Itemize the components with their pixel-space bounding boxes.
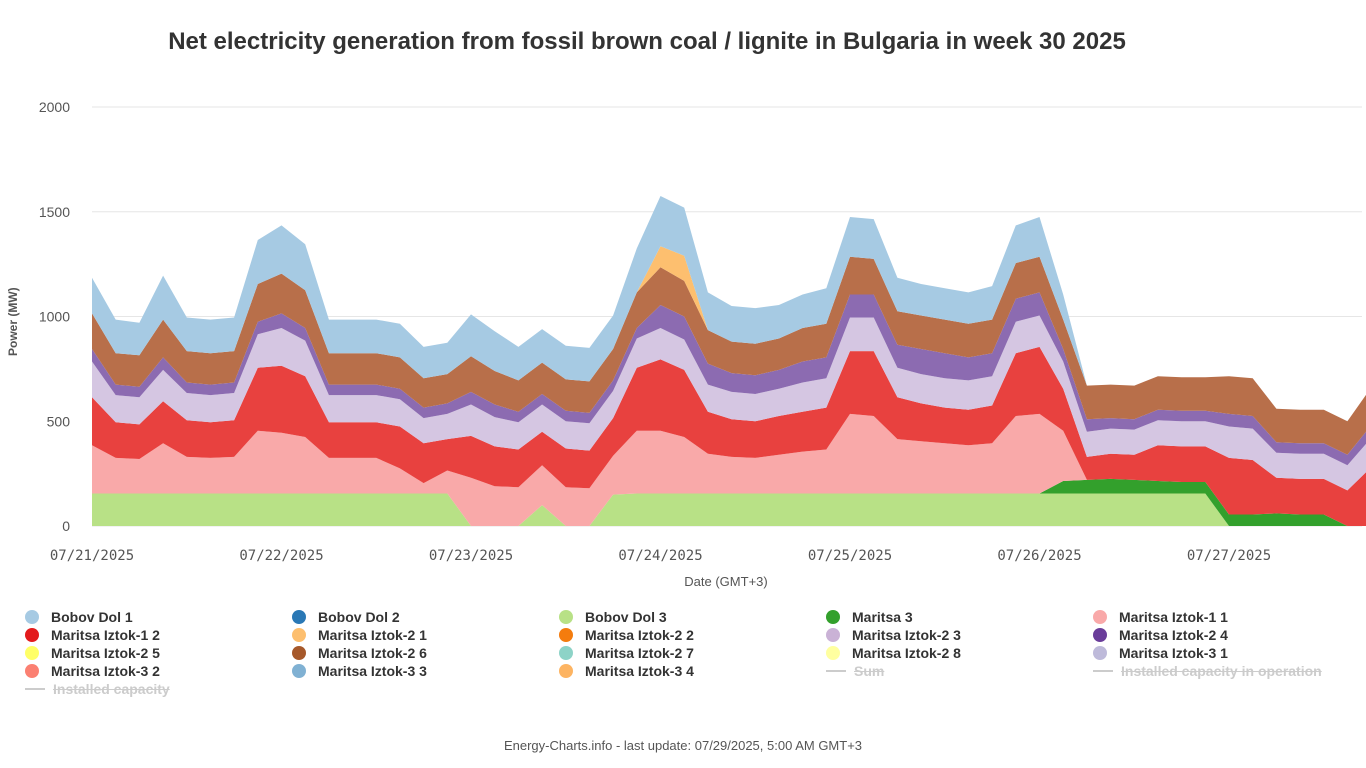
series-area-maritsa-iztok-3-2[interactable] [92,413,1366,526]
legend-swatch [292,628,306,642]
legend-item-bobov-dol-2[interactable]: Bobov Dol 2 [292,608,400,626]
legend-label: Installed capacity [53,681,170,697]
legend-label: Sum [854,663,885,679]
legend-label: Bobov Dol 2 [318,609,400,625]
legend-item-maritsa-iztok-1-1[interactable]: Maritsa Iztok-1 1 [1093,608,1228,626]
legend-item-bobov-dol-1[interactable]: Bobov Dol 1 [25,608,133,626]
legend-label: Maritsa Iztok-2 6 [318,645,427,661]
legend-item-maritsa-iztok-2-3[interactable]: Maritsa Iztok-2 3 [826,626,961,644]
legend-swatch [826,670,846,672]
legend-item-maritsa-iztok-2-4[interactable]: Maritsa Iztok-2 4 [1093,626,1228,644]
legend-item-maritsa-iztok-3-4[interactable]: Maritsa Iztok-3 4 [559,662,694,680]
legend-label: Maritsa Iztok-2 4 [1119,627,1228,643]
y-tick-label: 1500 [39,204,70,220]
legend-swatch [25,688,45,690]
series-area-bobov-dol-1[interactable] [92,196,1366,422]
series-area-bobov-dol-3[interactable] [92,493,1366,527]
legend-label: Bobov Dol 3 [585,609,667,625]
legend-swatch [1093,628,1107,642]
x-tick-label: 07/23/2025 [429,548,513,564]
legend-swatch [292,610,306,624]
x-tick-label: 07/26/2025 [997,548,1081,564]
legend-item-sum[interactable]: Sum [826,662,884,680]
x-axis-title: Date (GMT+3) [684,574,768,589]
legend-item-maritsa-iztok-3-1[interactable]: Maritsa Iztok-3 1 [1093,644,1228,662]
series-area-maritsa-iztok-2-4[interactable] [92,292,1366,466]
legend-label: Installed capacity in operation [1121,663,1322,679]
legend-swatch [826,646,840,660]
series-area-maritsa-iztok-1-2[interactable] [92,346,1366,526]
footer-last-update: Energy-Charts.info - last update: 07/29/… [503,738,863,753]
legend-item-installed-capacity-in-operation[interactable]: Installed capacity in operation [1093,662,1322,680]
chart-title: Net electricity generation from fossil b… [168,28,1126,55]
y-axis-title: Power (MW) [6,287,20,356]
legend-swatch [25,664,39,678]
legend-item-maritsa-3[interactable]: Maritsa 3 [826,608,913,626]
legend-label: Maritsa Iztok-2 3 [852,627,961,643]
legend-label: Maritsa Iztok-1 1 [1119,609,1228,625]
y-tick-label: 2000 [39,99,70,115]
y-axis-ticks: 0 500 1000 1500 2000 [39,99,70,534]
legend-label: Maritsa Iztok-2 5 [51,645,160,661]
legend-item-maritsa-iztok-2-1[interactable]: Maritsa Iztok-2 1 [292,626,427,644]
y-tick-label: 0 [62,518,70,534]
legend-label: Maritsa Iztok-1 2 [51,627,160,643]
legend-item-maritsa-iztok-2-5[interactable]: Maritsa Iztok-2 5 [25,644,160,662]
legend-item-bobov-dol-3[interactable]: Bobov Dol 3 [559,608,667,626]
legend-swatch [25,628,39,642]
x-tick-label: 07/21/2025 [50,548,134,564]
y-tick-label: 500 [47,413,71,429]
series-area-maritsa-iztok-2-6[interactable] [92,256,1366,455]
x-tick-label: 07/22/2025 [239,548,323,564]
legend-swatch [292,664,306,678]
legend-swatch [25,646,39,660]
legend-label: Maritsa Iztok-3 3 [318,663,427,679]
legend-swatch [292,646,306,660]
legend-label: Maritsa Iztok-3 4 [585,663,694,679]
legend-label: Maritsa Iztok-2 2 [585,627,694,643]
legend-swatch [559,646,573,660]
legend-item-installed-capacity[interactable]: Installed capacity [25,680,170,698]
legend-swatch [826,610,840,624]
x-axis-ticks: 07/21/2025 07/22/2025 07/23/2025 07/24/2025… [50,548,1271,564]
legend-label: Maritsa Iztok-2 8 [852,645,961,661]
legend-swatch [559,628,573,642]
legend-swatch [25,610,39,624]
y-tick-label: 1000 [39,309,70,325]
series-area-maritsa-3[interactable] [92,478,1366,526]
stacked-areas [92,196,1366,526]
legend-item-maritsa-iztok-1-2[interactable]: Maritsa Iztok-1 2 [25,626,160,644]
legend-item-maritsa-iztok-2-6[interactable]: Maritsa Iztok-2 6 [292,644,427,662]
legend-swatch [826,628,840,642]
series-area-maritsa-iztok-3-1[interactable] [92,315,1366,491]
legend-item-maritsa-iztok-2-8[interactable]: Maritsa Iztok-2 8 [826,644,961,662]
legend-swatch [1093,646,1107,660]
legend-label: Bobov Dol 1 [51,609,133,625]
x-tick-label: 07/24/2025 [618,548,702,564]
legend-item-maritsa-iztok-3-3[interactable]: Maritsa Iztok-3 3 [292,662,427,680]
legend-item-maritsa-iztok-2-7[interactable]: Maritsa Iztok-2 7 [559,644,694,662]
legend-swatch [559,610,573,624]
legend-item-maritsa-iztok-3-2[interactable]: Maritsa Iztok-3 2 [25,662,160,680]
legend-label: Maritsa Iztok-3 1 [1119,645,1228,661]
x-tick-label: 07/27/2025 [1187,548,1271,564]
legend-swatch [1093,670,1113,672]
legend-swatch [1093,610,1107,624]
legend-label: Maritsa Iztok-3 2 [51,663,160,679]
legend-label: Maritsa Iztok-2 7 [585,645,694,661]
legend-swatch [559,664,573,678]
legend-item-maritsa-iztok-2-2[interactable]: Maritsa Iztok-2 2 [559,626,694,644]
x-tick-label: 07/25/2025 [808,548,892,564]
legend-label: Maritsa 3 [852,609,913,625]
legend-label: Maritsa Iztok-2 1 [318,627,427,643]
